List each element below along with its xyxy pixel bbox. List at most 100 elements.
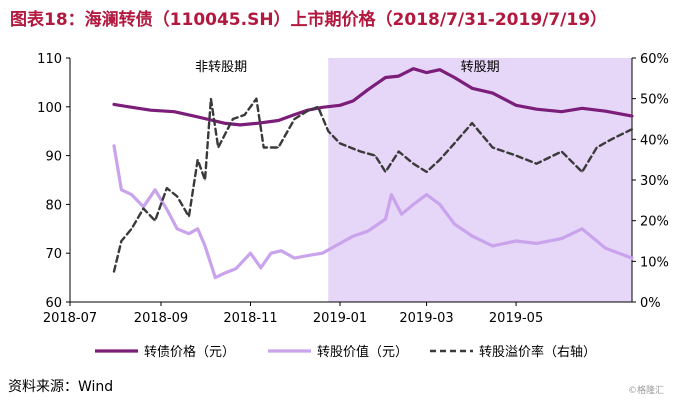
conversion-value-line-point (204, 245, 206, 247)
premium-rate-line-point (471, 122, 473, 124)
premium-rate-line-point (176, 195, 178, 197)
conversion-value-line-point (293, 257, 296, 259)
bond-price-line-point (224, 122, 227, 124)
conversion-value-line-point (224, 272, 227, 274)
premium-rate-line-point (453, 142, 455, 144)
premium-rate-line-point (536, 163, 538, 165)
conversion-value-line-point (453, 223, 455, 225)
conversion-value-line-point (113, 145, 115, 147)
premium-rate-line-point (210, 98, 212, 100)
shaded-region-layer (328, 58, 632, 302)
bond-price-line-point (581, 107, 583, 109)
conversion-value-line-point (412, 203, 414, 205)
x-tick-label: 2018-09 (134, 311, 188, 326)
conversion-value-line-point (401, 213, 403, 215)
bond-price-line-point (631, 115, 633, 117)
premium-rate-line-point (277, 146, 279, 149)
bond-price-line-point (128, 106, 130, 108)
y-right-tick-label: 50% (640, 93, 669, 108)
premium-rate-line-point (317, 106, 319, 108)
bond-price-line-point (210, 119, 212, 121)
watermark: ©格隆汇 (628, 386, 665, 396)
premium-rate-line-point (492, 146, 494, 149)
bond-price-line-point (321, 106, 323, 108)
premium-rate-line-point (515, 155, 517, 157)
conversion-value-line-point (352, 235, 354, 237)
conversion-value-line-point (605, 247, 607, 249)
bond-price-line-point (515, 104, 517, 106)
premium-rate-line-point (188, 216, 190, 218)
bond-price-line-point (426, 72, 428, 74)
x-tick-label: 2018-07 (43, 311, 97, 326)
conversion-value-line-point (631, 257, 633, 259)
bond-price-line-point (439, 69, 441, 71)
x-tick-label: 2019-01 (313, 311, 367, 326)
y-left-tick-label: 80 (45, 198, 62, 213)
x-tick-label: 2019-05 (489, 311, 543, 326)
premium-rate-line-point (154, 220, 156, 222)
y-left-tick-label: 70 (45, 247, 62, 262)
conversion-value-line-point (367, 230, 369, 232)
bond-price-line-point (492, 92, 494, 94)
x-tick-label: 2019-03 (399, 311, 453, 326)
conversion-value-line-point (249, 252, 252, 254)
conversion-value-line-point (280, 250, 282, 252)
premium-rate-line-point (561, 150, 563, 153)
conversion-value-line-point (260, 267, 262, 269)
bond-price-line-point (384, 76, 387, 79)
premium-rate-line-point (131, 228, 133, 230)
premium-rate-line-point (439, 159, 441, 161)
conversion-value-line-point (581, 228, 583, 230)
conversion-value-line-point (188, 233, 190, 235)
premium-rate-line-point (217, 146, 219, 149)
premium-rate-line-point (307, 110, 309, 112)
premium-rate-line-point (339, 142, 341, 144)
conversion-value-line-point (515, 240, 517, 242)
premium-rate-line-point (120, 240, 122, 242)
conversion-value-line-point (561, 238, 563, 240)
y-right-tick-label: 40% (640, 133, 669, 148)
premium-rate-line-point (412, 163, 414, 165)
conversion-value-line-point (339, 242, 341, 244)
conversion-value-line-point (176, 228, 178, 230)
premium-rate-line-point (244, 114, 246, 116)
legend-label-2: 转股价值（元） (317, 344, 408, 360)
conversion-value-line-point (426, 194, 428, 196)
conversion-value-line-point (384, 218, 387, 220)
conversion-value-line-point (270, 252, 272, 254)
premium-rate-line-point (426, 171, 428, 173)
conversion-value-line-point (214, 277, 216, 279)
bond-price-line-point (536, 108, 538, 110)
legend-label-3: 转股溢价率（右轴） (479, 344, 596, 360)
source-note: 资料来源：Wind (8, 379, 114, 395)
premium-rate-line-point (631, 128, 633, 130)
y-right-tick-label: 60% (640, 52, 669, 67)
premium-rate-line-point (293, 118, 296, 120)
premium-rate-line-point (610, 138, 613, 140)
y-right-tick-label: 20% (640, 215, 669, 230)
bond-price-line-point (293, 114, 296, 116)
conversion-value-line-point (131, 194, 133, 196)
bond-price-line-point (561, 111, 563, 113)
bond-price-line (112, 67, 634, 127)
premium-rate-line-point (581, 171, 583, 173)
premium-rate-line-point (255, 98, 257, 100)
premium-rate-line-point (384, 171, 387, 173)
legend-label-1: 转债价格（元） (144, 344, 235, 360)
premium-rate-line-point (374, 155, 376, 157)
bond-price-line-point (367, 89, 369, 91)
bond-price-line-point (173, 111, 175, 113)
bond-price-line-point (277, 119, 279, 122)
axes-layer (66, 57, 636, 306)
bond-price-line-point (412, 68, 414, 70)
shaded-region-2 (328, 58, 632, 302)
conversion-value-line-point (471, 235, 473, 237)
premium-rate-line-point (142, 207, 144, 210)
conversion-value-line-point (390, 194, 392, 196)
y-left-tick-label: 90 (45, 150, 62, 165)
tick-label-layer: 非转股期 转股期 60 70 80 90 100 110 0% 10% 20% 30% 40% 50% 60… (37, 52, 669, 326)
bond-price-line-point (239, 124, 241, 126)
chart-title: 图表18：海澜转债（110045.SH）上市期价格（2018/7/31-2019… (10, 10, 608, 30)
premium-rate-line-point (113, 270, 115, 273)
bond-price-line-point (471, 87, 473, 89)
